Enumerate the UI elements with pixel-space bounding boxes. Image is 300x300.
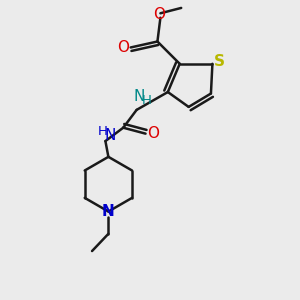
Text: S: S [214, 54, 224, 69]
Text: O: O [117, 40, 129, 55]
Text: H: H [98, 125, 107, 138]
Text: O: O [147, 126, 159, 141]
Text: N: N [104, 128, 116, 142]
Text: H: H [142, 94, 152, 107]
Text: O: O [153, 7, 165, 22]
Text: N: N [134, 89, 145, 104]
Text: N: N [102, 204, 115, 219]
